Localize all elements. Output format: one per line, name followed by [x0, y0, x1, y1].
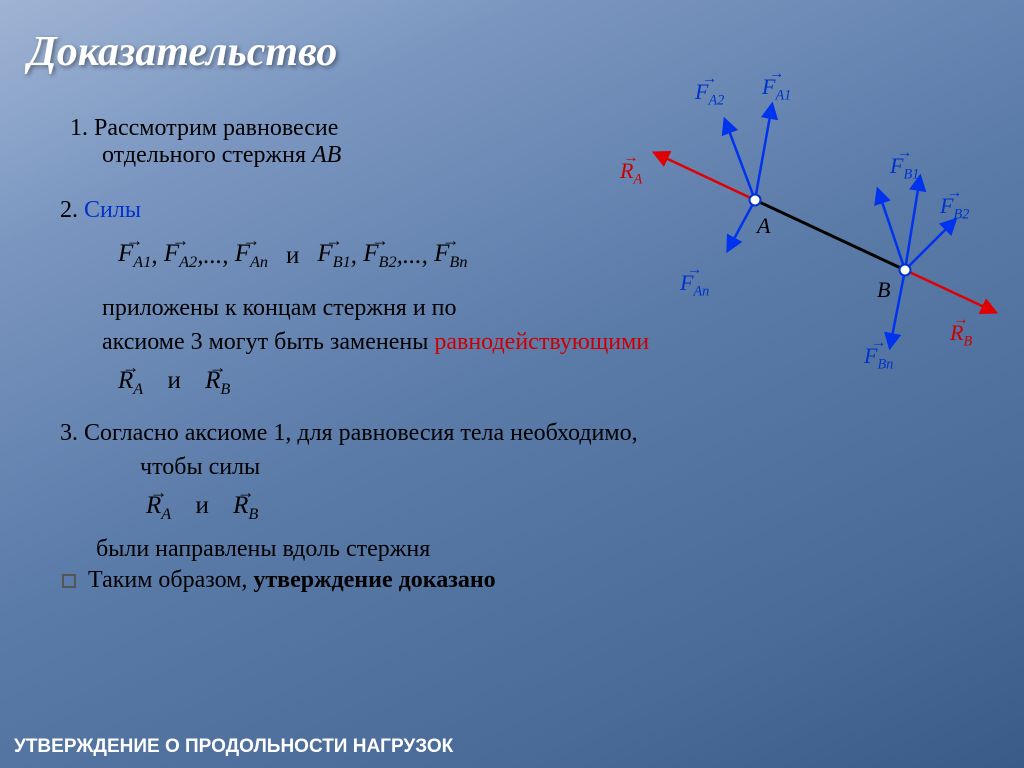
diag-label-B: B — [877, 277, 890, 303]
diag-FA1: →FA1 — [762, 74, 791, 104]
diag-label-A: A — [757, 213, 770, 239]
step3-line3: были направлены вдоль стержня — [96, 536, 960, 563]
resultants-2: →RA и →RB — [146, 492, 960, 524]
diag-FAn: →FAn — [680, 270, 709, 300]
diag-FBn: →FBn — [864, 343, 893, 373]
bullet-icon — [62, 574, 76, 588]
diag-FA2: →FA2 — [695, 79, 724, 109]
diag-FB1: →FB1 — [890, 153, 919, 183]
footer-title: УТВЕРЖДЕНИЕ О ПРОДОЛЬНОСТИ НАГРУЗОК — [14, 736, 453, 758]
step3: 3. Согласно аксиоме 1, для равновесия те… — [60, 417, 960, 484]
diag-RB: →RB — [950, 320, 972, 350]
proof-title: Доказательство — [28, 28, 337, 76]
conclusion: Таким образом, утверждение доказано — [60, 567, 960, 594]
diag-RA: →RA — [620, 158, 642, 188]
diag-FB2: →FB2 — [940, 193, 969, 223]
force-diagram: A B →RA →RB →FA2 →FA1 →FAn →FB1 →FB2 →FB… — [600, 65, 1020, 365]
